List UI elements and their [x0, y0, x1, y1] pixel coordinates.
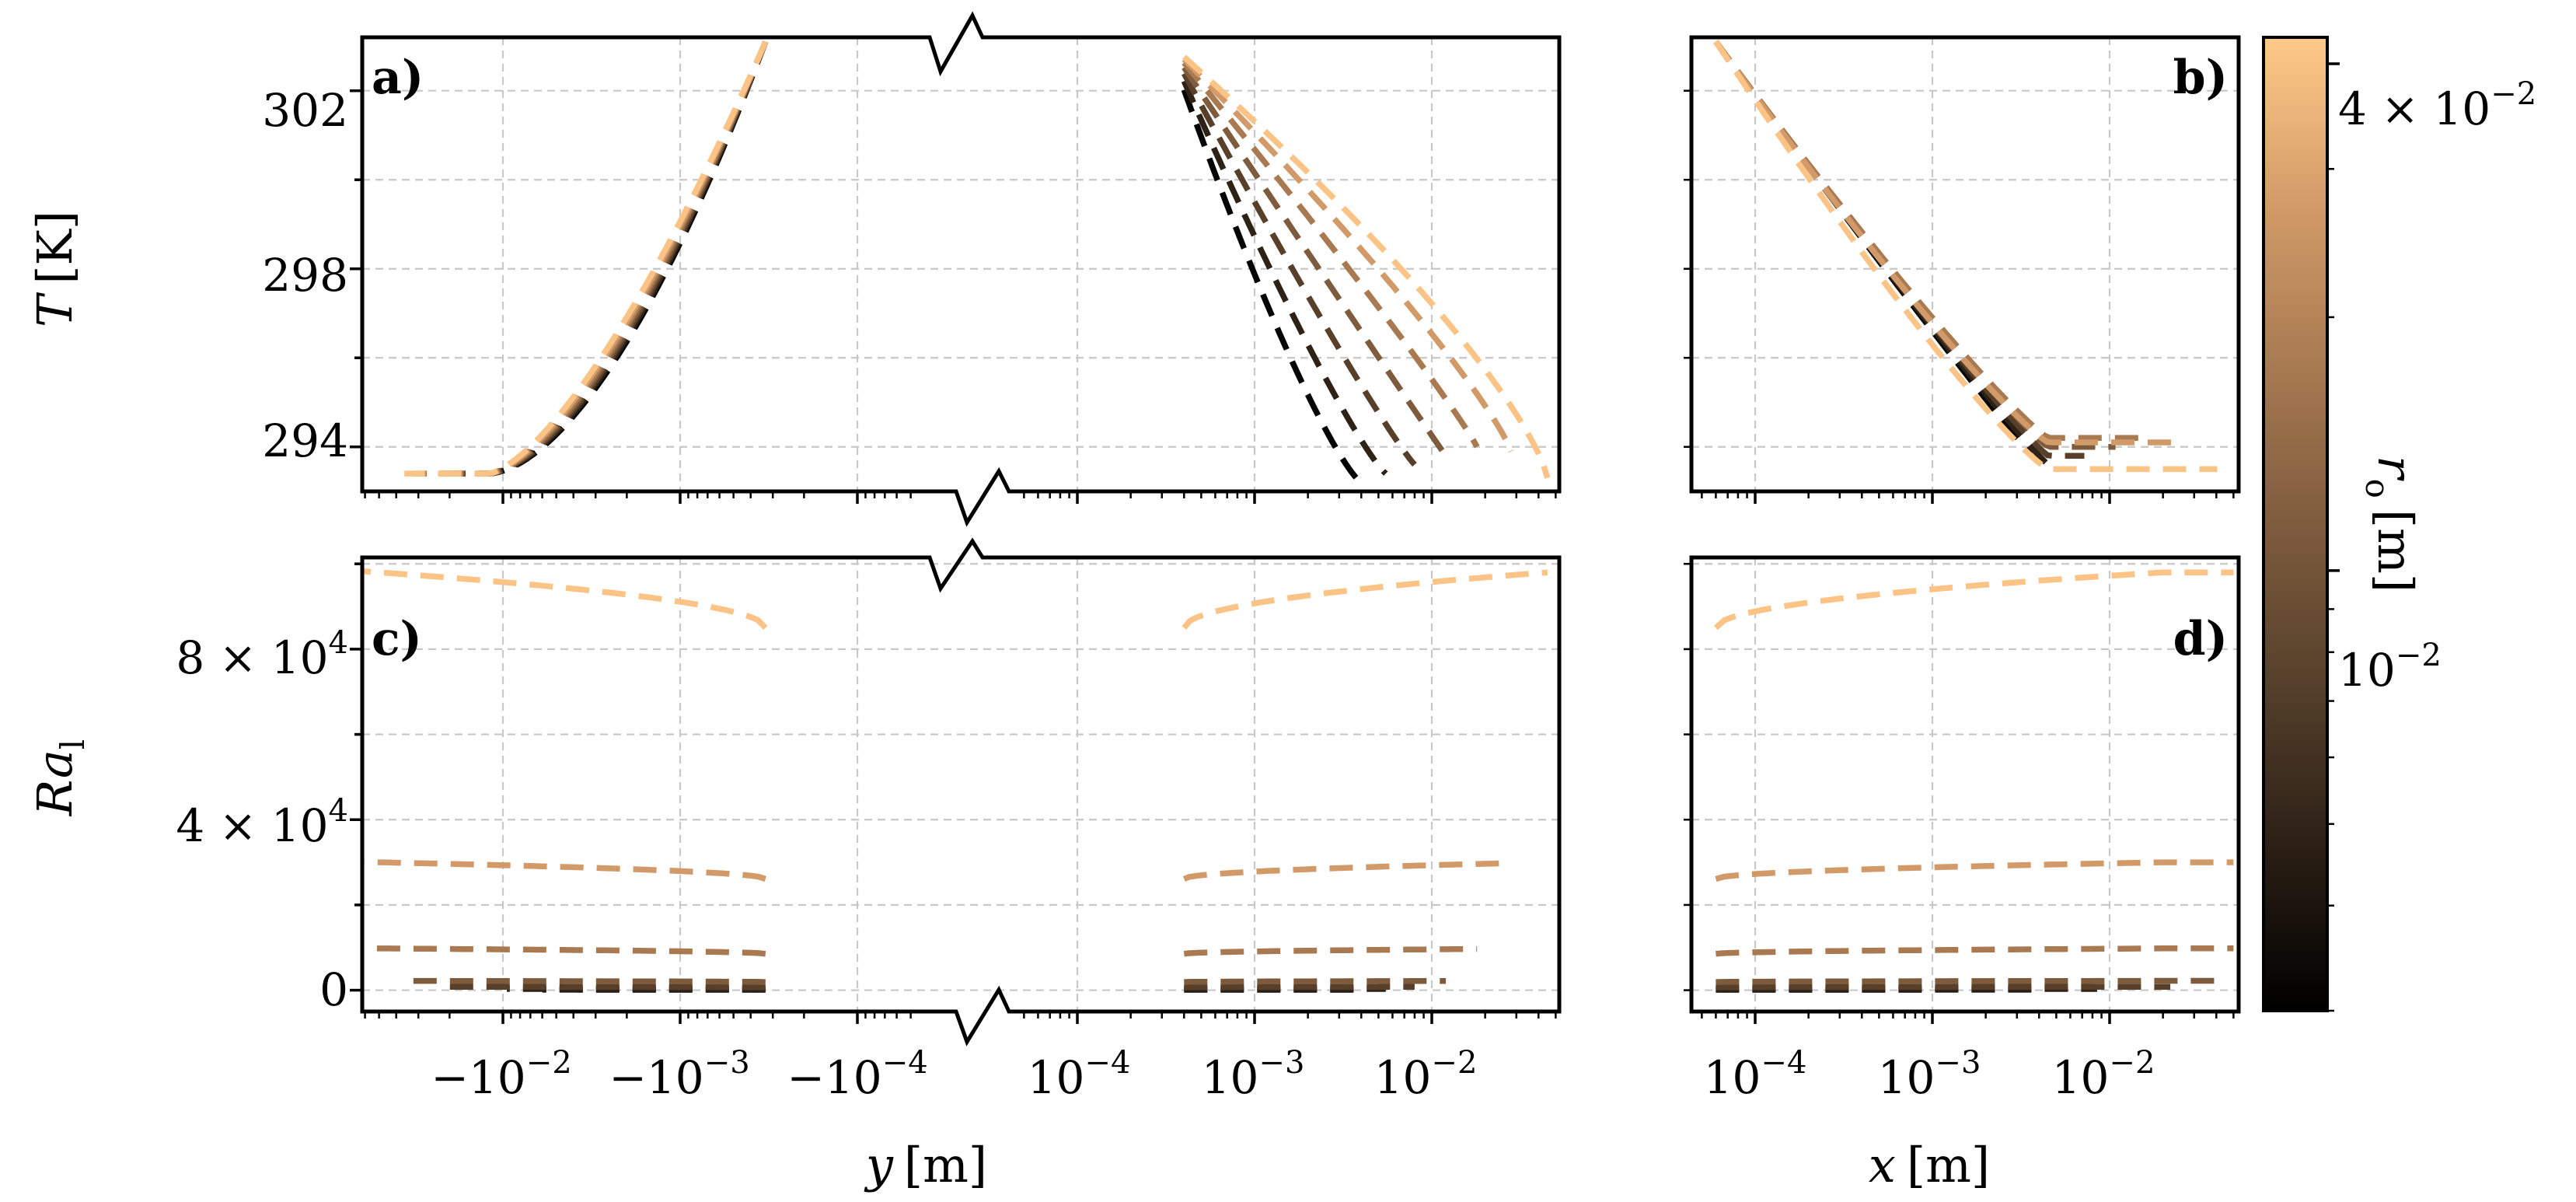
temp-curve-a-right-3	[1182, 65, 1449, 458]
xtick-pos-1e-2: 10−2	[1374, 1045, 1478, 1104]
temp-curve-a-left-5	[413, 40, 769, 477]
temp-curve-a-right-6	[1182, 54, 1551, 479]
ytick-298: 298	[262, 249, 348, 302]
panel-d-frame	[1689, 555, 2241, 1014]
temp-curve-a-right-2	[1182, 72, 1417, 467]
ra-curve-c-left-6	[362, 568, 768, 631]
xtick-d-1e-3: 10−3	[1878, 1045, 1981, 1104]
temp-curve-b-5	[1713, 40, 2181, 446]
temp-curve-b-2	[1713, 40, 2085, 459]
ra-curve-d-5	[1715, 859, 2234, 882]
colorbar-tick-4e-2: 4 × 10−2	[2338, 76, 2536, 135]
panel-c-xlabel: y [m]	[864, 1137, 987, 1193]
ra-curve-c-right-5	[1182, 860, 1512, 882]
ytick-0: 0	[319, 963, 348, 1016]
xtick-d-1e-2: 10−2	[2052, 1045, 2155, 1104]
colorbar-label: ro[m]	[2358, 456, 2424, 592]
ra-curve-c-left-3	[401, 977, 766, 985]
axis-ticks	[350, 89, 2235, 1024]
ra-curve-c-right-3	[1184, 978, 1447, 985]
panel-b-frame	[1689, 35, 2241, 494]
temp-curve-a-left-3	[435, 40, 769, 477]
panel-c-grid	[362, 557, 1559, 1012]
xtick-pos-1e-4: 10−4	[1028, 1045, 1131, 1104]
panel-d-curves	[1713, 569, 2234, 993]
panel-d-xlabel: x [m]	[1869, 1137, 1990, 1193]
temp-curve-b-3	[1713, 40, 2116, 450]
panel-a-ylabel: T[K]	[26, 211, 83, 327]
temp-curve-b-6	[1713, 40, 2218, 473]
panel-c-xticklabels: −10−2 −10−3 −10−4 10−4 10−3 10−2	[431, 1045, 1477, 1104]
xtick-neg-1e-4: −10−4	[787, 1045, 927, 1104]
ytick-294: 294	[262, 414, 348, 467]
ytick-302: 302	[262, 84, 348, 137]
ra-curve-c-left-4	[362, 945, 766, 957]
panel-a-grid	[362, 37, 1559, 491]
temp-curve-a-left-1	[466, 40, 769, 477]
temp-curve-a-left-0	[488, 40, 769, 477]
ra-curve-d-3	[1716, 977, 2225, 985]
ytick-8e4: 8 × 104	[176, 625, 348, 684]
ra-curve-c-right-6	[1182, 569, 1548, 630]
temp-curve-a-right-1	[1181, 79, 1388, 476]
colorbar-tick-1e-2: 10−2	[2338, 638, 2442, 697]
temp-curve-a-right-4	[1182, 61, 1480, 449]
xtick-d-1e-4: 10−4	[1704, 1045, 1807, 1104]
panel-label-d: d)	[2173, 612, 2228, 666]
panel-label-a: a)	[372, 51, 424, 105]
ra-curve-c-left-5	[362, 858, 766, 882]
ra-curve-d-6	[1713, 569, 2234, 631]
temp-curve-a-right-5	[1182, 57, 1514, 452]
panel-d-xticklabels: 10−4 10−3 10−2	[1704, 1045, 2155, 1104]
temp-curve-b-4	[1713, 40, 2147, 442]
panel-d-grid	[1691, 557, 2239, 1012]
panel-a-frame	[360, 11, 1562, 527]
panel-a-yticklabels: 294 298 302	[262, 84, 348, 467]
ra-curve-d-4	[1716, 945, 2234, 957]
panel-c-yticklabels: 0 4 × 104 8 × 104	[176, 625, 348, 1016]
ra-curve-c-right-4	[1183, 945, 1478, 957]
temp-curve-a-left-2	[449, 40, 769, 477]
panel-a-curves	[404, 40, 1551, 485]
panel-label-b: b)	[2173, 51, 2228, 105]
temp-curve-a-left-4	[424, 40, 769, 477]
temp-curve-a-right-0	[1181, 89, 1363, 485]
colorbar	[2262, 36, 2329, 1012]
panel-c-ylabel: Ral	[26, 739, 92, 817]
panel-c-curves	[362, 568, 1548, 993]
xtick-neg-1e-2: −10−2	[431, 1045, 571, 1104]
panel-label-c: c)	[372, 612, 422, 666]
xtick-pos-1e-3: 10−3	[1202, 1045, 1305, 1104]
ytick-4e4: 4 × 104	[176, 793, 348, 852]
panel-c-frame	[360, 537, 1562, 1047]
panel-b-curves	[1713, 40, 2218, 473]
panel-b-grid	[1691, 37, 2239, 491]
xtick-neg-1e-3: −10−3	[609, 1045, 749, 1104]
colorbar-ticks	[2327, 62, 2340, 1012]
temp-curve-a-left-6	[404, 40, 769, 477]
